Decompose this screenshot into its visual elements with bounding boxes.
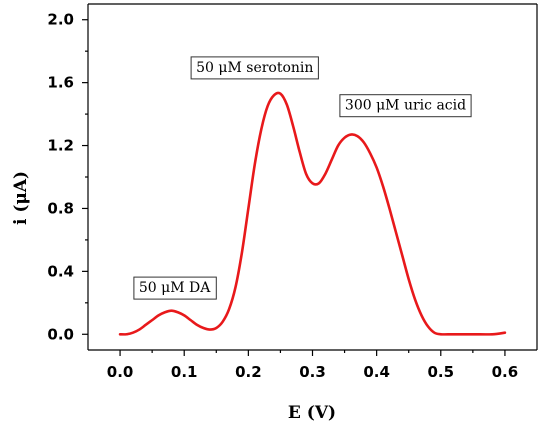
x-ticks: 0.0 0.1 0.2 0.3 0.4 0.5 0.6 (107, 350, 518, 381)
series-layer (118, 91, 507, 336)
annotation-layer: 50 μM DA 50 μM serotonin 300 μM uric acid (133, 56, 472, 300)
y-tick-label: 1.2 (47, 137, 74, 155)
y-tick-label: 2.0 (47, 11, 74, 29)
y-tick-label: 0.4 (47, 262, 74, 280)
y-tick-label: 0.8 (47, 199, 74, 217)
series-line-0 (118, 91, 507, 336)
annotation: 300 μM uric acid (339, 94, 472, 118)
annotation: 50 μM serotonin (190, 56, 319, 80)
annotation-box (190, 56, 319, 80)
annotation-box (133, 276, 217, 300)
y-ticks: 0.0 0.4 0.8 1.2 1.6 2.0 (47, 11, 88, 343)
y-tick-label: 0.0 (47, 325, 74, 343)
x-tick-label: 0.0 (107, 363, 134, 381)
annotation-box (339, 94, 472, 118)
x-tick-label: 0.4 (363, 363, 390, 381)
x-tick-label: 0.2 (235, 363, 262, 381)
annotation-label: 50 μM serotonin (196, 60, 313, 76)
x-axis-title: E (V) (288, 403, 336, 423)
annotation-label: 50 μM DA (139, 280, 211, 296)
x-tick-label: 0.6 (492, 363, 519, 381)
y-tick-label: 1.6 (47, 74, 74, 92)
annotation: 50 μM DA (133, 276, 217, 300)
x-tick-label: 0.3 (299, 363, 326, 381)
x-tick-label: 0.1 (171, 363, 198, 381)
annotation-label: 300 μM uric acid (345, 98, 466, 114)
x-tick-label: 0.5 (427, 363, 454, 381)
y-axis-title: i (μA) (11, 171, 31, 225)
